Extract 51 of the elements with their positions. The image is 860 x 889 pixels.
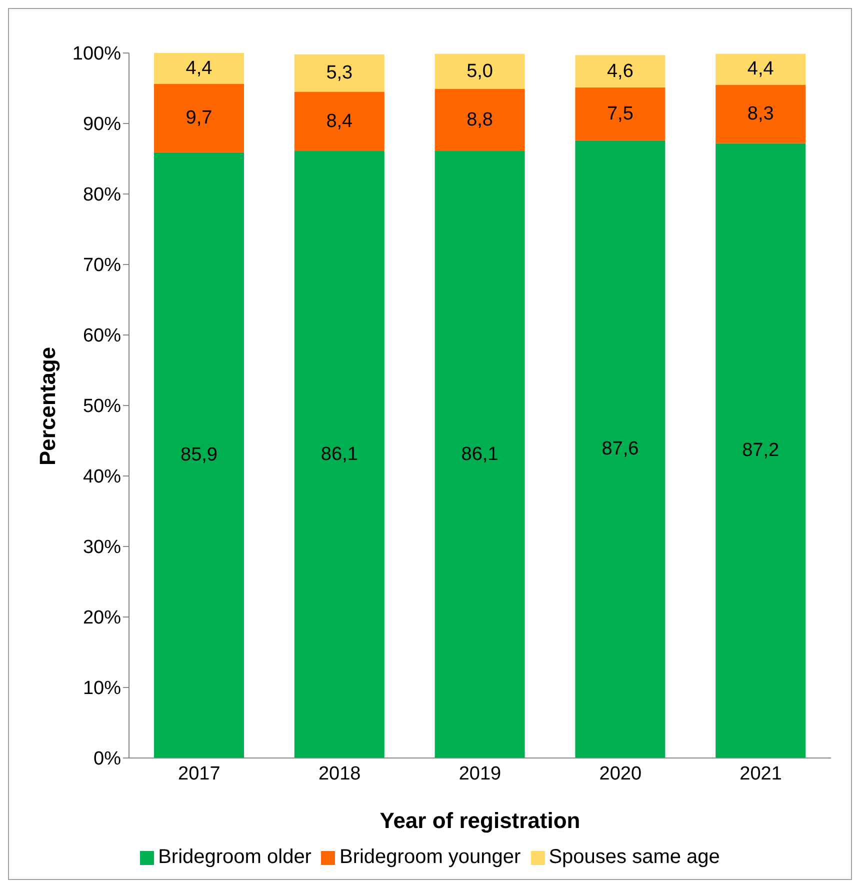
bar	[294, 54, 384, 92]
x-tick-label: 2018	[318, 763, 361, 784]
x-tick-label: 2019	[458, 763, 502, 784]
data-label: 5,0	[466, 60, 494, 82]
y-tick-label: 50%	[82, 396, 122, 418]
data-label: 87,2	[742, 440, 780, 462]
bar	[575, 140, 666, 758]
bar	[434, 150, 525, 758]
bar	[575, 55, 666, 88]
y-tick-label: 30%	[82, 537, 122, 558]
x-tick-label: 2021	[740, 763, 782, 784]
bar	[434, 88, 525, 151]
data-label: 86,1	[320, 444, 358, 465]
x-tick-label: 2020	[599, 763, 642, 784]
bar	[434, 54, 525, 89]
x-tick-label: 2017	[178, 763, 220, 784]
y-tick-label: 100%	[72, 44, 122, 65]
bar	[716, 84, 806, 144]
legend-label: Bridegroom older	[158, 846, 312, 868]
y-tick-label: 70%	[82, 255, 122, 276]
data-label: 7,5	[606, 103, 634, 124]
x-axis-title: Year of registration	[380, 808, 580, 833]
y-tick-label: 0%	[94, 748, 122, 770]
data-label: 8,4	[326, 110, 354, 132]
y-axis-title: Percentage	[34, 346, 60, 466]
bar	[154, 53, 244, 84]
data-label: 86,1	[461, 444, 498, 465]
y-tick-label: 20%	[82, 608, 122, 629]
data-label: 5,3	[326, 62, 353, 84]
data-label: 9,7	[186, 108, 212, 129]
bar	[294, 150, 384, 758]
data-label: 4,6	[606, 60, 634, 82]
y-tick-label: 80%	[82, 184, 122, 206]
bar	[154, 152, 244, 758]
y-tick-label: 90%	[82, 114, 122, 136]
data-label: 87,6	[602, 438, 639, 460]
data-label: 4,4	[747, 58, 774, 80]
legend-label: Bridegroom younger	[339, 846, 521, 868]
y-tick-label: 10%	[82, 678, 122, 700]
bar	[716, 54, 806, 85]
bar	[575, 88, 666, 140]
data-label: 4,4	[186, 58, 213, 80]
bar	[716, 143, 806, 758]
y-tick-label: 60%	[82, 326, 122, 347]
legend-label: Spouses same age	[548, 846, 720, 868]
y-tick-label: 40%	[82, 466, 122, 488]
bar	[294, 92, 384, 151]
data-label: 8,3	[747, 103, 774, 124]
bar	[154, 84, 244, 152]
data-label: 8,8	[466, 109, 494, 130]
data-label: 85,9	[180, 444, 218, 466]
